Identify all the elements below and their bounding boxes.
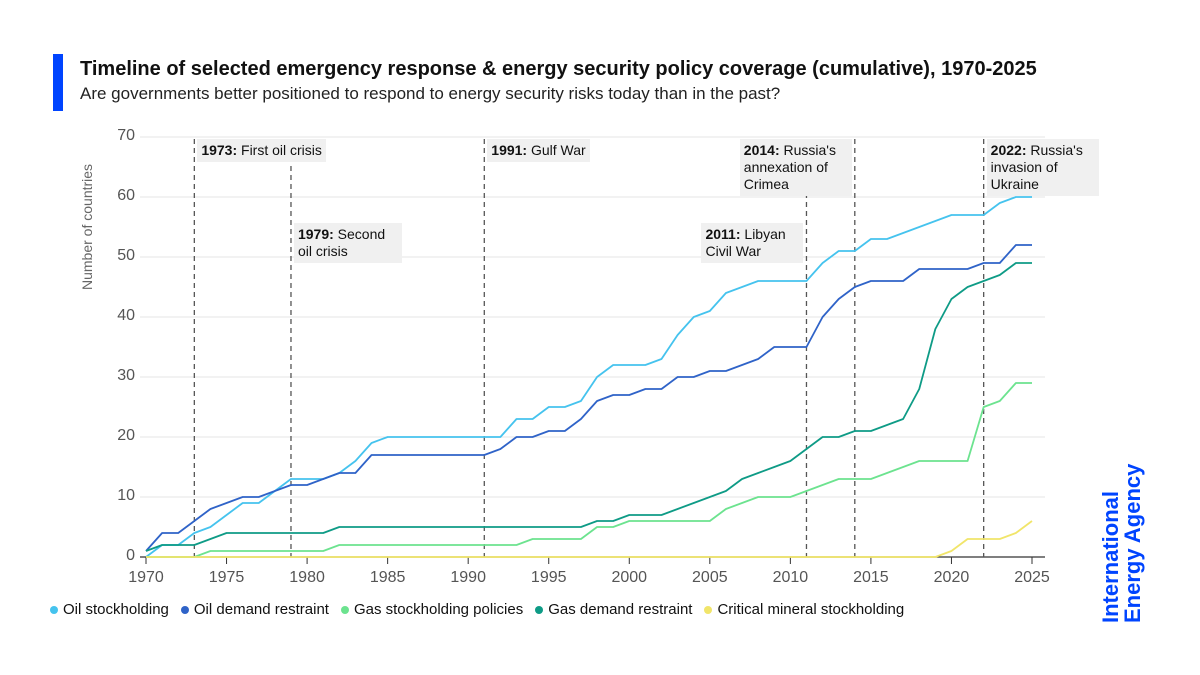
x-tick-label: 2015 (853, 569, 889, 586)
legend-item: Oil stockholding (50, 601, 169, 618)
legend: Oil stockholding Oil demand restraint Gas … (50, 601, 904, 618)
series-line-oil-demand-restraint (145, 244, 1032, 552)
logo-line-1: International (1098, 490, 1123, 623)
legend-dot-icon (180, 605, 189, 614)
annotation-year: 2011: (705, 226, 741, 242)
annotation-text: Gulf War (527, 142, 586, 158)
legend-label: Oil stockholding (63, 601, 169, 618)
annotation-year: 2022: (990, 142, 1027, 158)
x-tick-label: 1995 (530, 569, 567, 586)
legend-dot-icon (704, 605, 713, 614)
annotation-2011: 2011: Libyan Civil War (701, 223, 804, 263)
series-line-critical-mineral-stockholding (146, 520, 1033, 558)
legend-dot-icon (340, 605, 349, 614)
series-line-gas-stockholding-policies (146, 382, 1032, 558)
legend-label: Gas demand restraint (548, 601, 693, 618)
x-tick-label: 2010 (772, 569, 809, 586)
x-tick-label: 2020 (933, 569, 970, 586)
annotation-text: Second oil crisis (297, 226, 386, 259)
annotation-year: 2014: (743, 142, 780, 158)
annotation-1979: 1979: Second oil crisis (293, 223, 402, 263)
x-tick-label: 2025 (1014, 569, 1050, 586)
y-tick-label: 0 (126, 547, 135, 564)
title-accent-bar (53, 54, 63, 111)
annotation-2014: 2014: Russia's annexation of Crimea (739, 139, 852, 196)
y-tick-label: 50 (117, 247, 135, 264)
legend-label: Oil demand restraint (193, 601, 329, 618)
annotation-text: Russia's annexation of Crimea (743, 142, 836, 192)
annotation-2022: 2022: Russia's invasion of Ukraine (986, 139, 1099, 196)
x-tick-label: 1990 (450, 569, 486, 586)
y-tick-label: 10 (117, 487, 135, 504)
legend-item: Critical mineral stockholding (704, 601, 904, 618)
y-tick-label: 60 (117, 187, 135, 204)
annotation-1991: 1991: Gulf War (487, 139, 590, 162)
x-tick-label: 2000 (611, 569, 648, 586)
series-line-oil-stockholding (145, 196, 1032, 558)
legend-label: Gas stockholding policies (353, 601, 524, 618)
y-tick-label: 20 (117, 427, 135, 444)
legend-dot-icon (50, 605, 58, 614)
x-tick-label: 2005 (692, 569, 728, 586)
legend-item: Gas stockholding policies (340, 601, 524, 618)
annotation-text: Russia's invasion of Ukraine (990, 142, 1083, 192)
annotation-text: First oil crisis (237, 142, 322, 158)
annotation-text: Libyan Civil War (705, 226, 786, 259)
legend-label: Critical mineral stockholding (717, 601, 905, 618)
x-tick-label: 1970 (128, 569, 164, 586)
y-tick-label: 30 (117, 367, 135, 384)
y-tick-label: 70 (117, 127, 135, 144)
annotation-year: 1979: (297, 226, 334, 242)
legend-item: Gas demand restraint (535, 601, 692, 618)
x-tick-label: 1975 (208, 569, 245, 586)
chart-title: Timeline of selected emergency response … (80, 58, 1037, 80)
logo-line-2: Energy Agency (1120, 463, 1145, 623)
y-tick-label: 40 (117, 307, 135, 324)
legend-item: Oil demand restraint (180, 601, 329, 618)
annotation-year: 1991: (491, 142, 528, 158)
annotation-1973: 1973: First oil crisis (197, 139, 326, 162)
x-tick-label: 1985 (369, 569, 406, 586)
legend-dot-icon (535, 605, 544, 614)
chart-subtitle: Are governments better positioned to res… (80, 84, 781, 103)
annotation-year: 1973: (201, 142, 238, 158)
x-tick-label: 1980 (289, 569, 325, 586)
series-line-gas-demand-restraint (145, 262, 1032, 552)
iea-logo: International Energy Agency (1098, 463, 1145, 623)
